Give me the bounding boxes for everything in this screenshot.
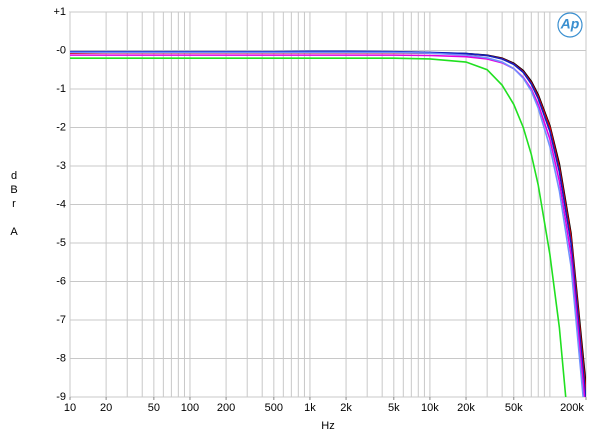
x-tick-label: 500 — [265, 402, 283, 414]
x-tick-label: 50 — [148, 402, 160, 414]
grid — [69, 11, 587, 398]
x-tick-label: 10 — [64, 402, 76, 414]
series-line — [70, 54, 586, 397]
x-tick-label: 10k — [421, 402, 439, 414]
x-axis-label: Hz — [321, 420, 334, 432]
series-line — [70, 51, 584, 397]
x-tick-label: 5k — [388, 402, 400, 414]
x-tick-label: 2k — [340, 402, 352, 414]
y-tick-label: -9 — [56, 391, 66, 403]
y-tick-label: -5 — [56, 237, 66, 249]
x-tick-label: 20k — [457, 402, 475, 414]
plot-lines — [70, 50, 586, 397]
logo: Ap — [560, 16, 580, 32]
y-tick-label: -6 — [56, 275, 66, 287]
y-tick-label: -7 — [56, 314, 66, 326]
x-tick-label: 50k — [505, 402, 523, 414]
y-tick-label: -4 — [56, 198, 66, 210]
logo-ring — [557, 12, 583, 38]
y-tick-label: -2 — [56, 121, 66, 133]
series-line — [70, 57, 567, 397]
x-tick-label: 200k — [560, 402, 584, 414]
y-tick-label: -8 — [56, 352, 66, 364]
x-tick-label: 1k — [304, 402, 316, 414]
y-tick-label: -0 — [56, 44, 66, 56]
y-tick-label: -3 — [56, 160, 66, 172]
x-tick-label: 100 — [181, 402, 199, 414]
y-tick-label: -1 — [56, 83, 66, 95]
y-tick-label: +1 — [53, 6, 66, 18]
x-tick-label: 200 — [217, 402, 235, 414]
x-tick-label: 20 — [100, 402, 112, 414]
